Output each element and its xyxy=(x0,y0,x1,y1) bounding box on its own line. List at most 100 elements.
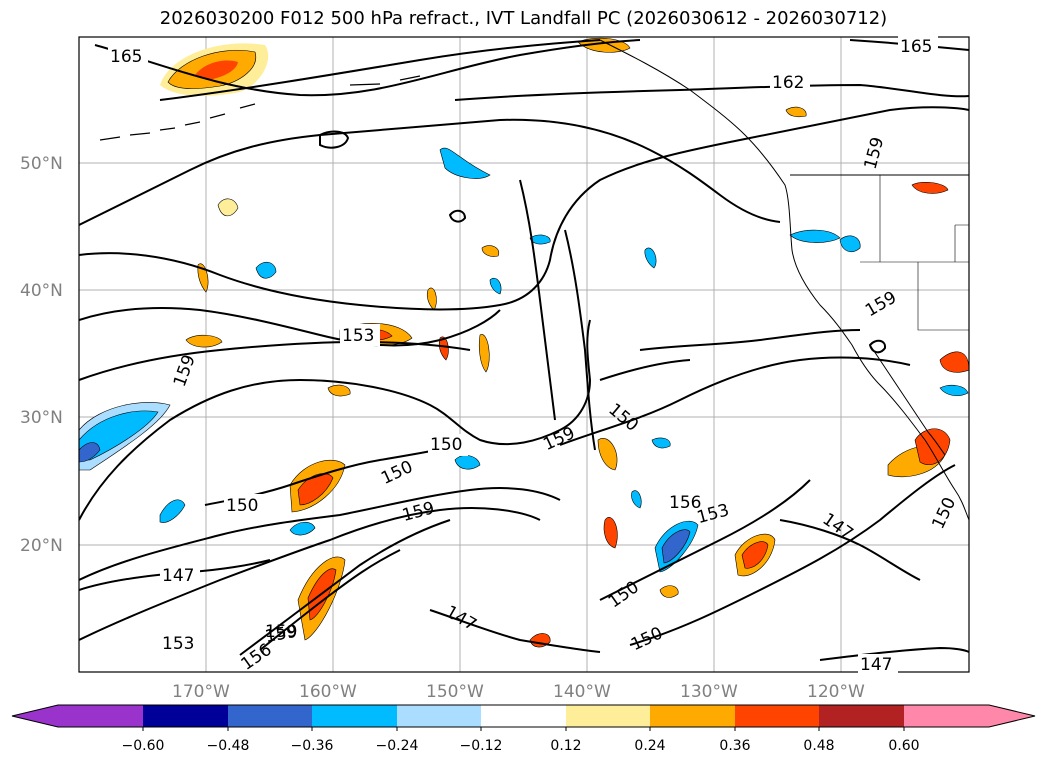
colorbar-tick-label: −0.24 xyxy=(376,738,419,754)
negative-patch xyxy=(529,234,551,245)
ridge-contour xyxy=(599,359,691,381)
lon-label: 150°W xyxy=(426,682,484,702)
contour-153 xyxy=(79,340,471,381)
longitude-labels: 170°W 160°W 150°W 140°W 130°W 120°W xyxy=(172,682,865,702)
ridge-contour xyxy=(639,329,861,351)
contour-159 xyxy=(79,106,969,311)
contour-162 xyxy=(454,83,969,101)
colorbar-segment xyxy=(143,705,228,727)
map-title: 2026030200 F012 500 hPa refract., IVT La… xyxy=(159,8,888,29)
positive-patch xyxy=(911,181,949,194)
colorbar-tick-label: 0.60 xyxy=(888,738,919,754)
north-american-coastline xyxy=(599,39,969,521)
contour-label: 150 xyxy=(430,435,462,455)
negative-patch xyxy=(159,499,186,523)
contour-label: 156 xyxy=(669,493,701,513)
negative-patch xyxy=(489,277,502,295)
positive-patch xyxy=(195,60,238,80)
colorbar-segment xyxy=(904,705,989,727)
closed-contour xyxy=(448,209,467,223)
contour-label: 159 xyxy=(265,622,297,642)
contour-150 xyxy=(599,479,811,601)
negative-patch xyxy=(661,529,691,564)
ridge-contour xyxy=(519,179,556,421)
contour-147 xyxy=(429,609,601,653)
colorbar: −0.60 −0.48 −0.36 −0.24 −0.12 0.12 0.24 … xyxy=(11,704,1036,754)
positive-patch xyxy=(939,351,969,373)
lat-label: 20°N xyxy=(20,536,63,556)
negative-patch xyxy=(839,235,861,253)
colorbar-segment xyxy=(566,705,650,727)
negative-patch xyxy=(289,521,316,536)
negative-patch xyxy=(789,229,841,243)
colorbar-segment xyxy=(312,705,397,727)
colorbar-tick-label: −0.12 xyxy=(460,738,503,754)
contour-label: 147 xyxy=(860,655,892,675)
colorbar-tick-label: −0.48 xyxy=(207,738,250,754)
contour-label: 150 xyxy=(226,496,258,516)
colorbar-segment xyxy=(735,705,819,727)
closed-contour xyxy=(319,130,350,149)
colorbar-tick-label: −0.60 xyxy=(122,738,165,754)
positive-patch xyxy=(785,106,807,118)
contour-label: 165 xyxy=(110,47,142,67)
lat-label: 50°N xyxy=(20,154,63,174)
positive-patch xyxy=(659,585,679,598)
contour-150 xyxy=(629,464,956,646)
lat-label: 30°N xyxy=(20,408,63,428)
colorbar-segment xyxy=(819,705,904,727)
contour-156 xyxy=(79,307,501,347)
contour-label: 165 xyxy=(900,37,932,57)
colorbar-tick-label: −0.36 xyxy=(291,738,334,754)
positive-patch xyxy=(603,517,618,549)
baja-coastline xyxy=(869,344,946,456)
lon-label: 130°W xyxy=(680,682,738,702)
colorbar-tick-label: 0.12 xyxy=(550,738,581,754)
colorbar-segment xyxy=(650,705,735,727)
refractivity-contours xyxy=(79,39,969,661)
positive-patch xyxy=(741,541,769,569)
colorbar-extend-high xyxy=(989,705,1035,727)
contour-165 xyxy=(94,39,641,97)
colorbar-segment xyxy=(481,705,566,727)
negative-patch xyxy=(255,261,277,279)
colorbar-tick-label: 0.24 xyxy=(634,738,665,754)
contour-147 xyxy=(779,519,921,581)
colorbar-segment xyxy=(397,705,481,727)
contour-159 xyxy=(79,118,781,226)
colorbar-segment xyxy=(58,705,143,727)
negative-patch xyxy=(651,437,671,449)
plot-area xyxy=(79,37,969,672)
contour-label: 153 xyxy=(162,634,194,654)
positive-patch xyxy=(217,198,239,217)
negative-patch xyxy=(439,147,491,179)
closed-contour xyxy=(868,339,887,354)
positive-patch xyxy=(597,438,618,471)
aleutian-islands xyxy=(99,75,421,141)
lon-label: 170°W xyxy=(172,682,230,702)
positive-patch xyxy=(327,384,351,397)
colorbar-tick-label: 0.48 xyxy=(803,738,834,754)
lon-label: 140°W xyxy=(553,682,611,702)
contour-162 xyxy=(159,39,601,101)
coastlines xyxy=(99,39,969,521)
colorbar-segment xyxy=(228,705,312,727)
contour-150 xyxy=(559,356,911,446)
contour-156 xyxy=(79,487,561,581)
contour-156-trough xyxy=(259,549,401,651)
contour-label: 153 xyxy=(342,326,374,346)
contour-159-south xyxy=(79,319,592,521)
negative-patch xyxy=(939,384,969,397)
negative-patch xyxy=(79,442,101,463)
negative-patch xyxy=(644,247,657,269)
contour-147 xyxy=(819,646,969,661)
colorbar-extend-low xyxy=(12,705,58,727)
latitude-labels: 50°N 40°N 30°N 20°N xyxy=(20,154,63,556)
negative-patch xyxy=(631,490,642,509)
positive-patch xyxy=(481,245,500,257)
state-borders xyxy=(860,175,969,331)
ridge-contour xyxy=(564,229,596,451)
positive-patch xyxy=(197,263,209,293)
plot-border xyxy=(78,36,970,673)
